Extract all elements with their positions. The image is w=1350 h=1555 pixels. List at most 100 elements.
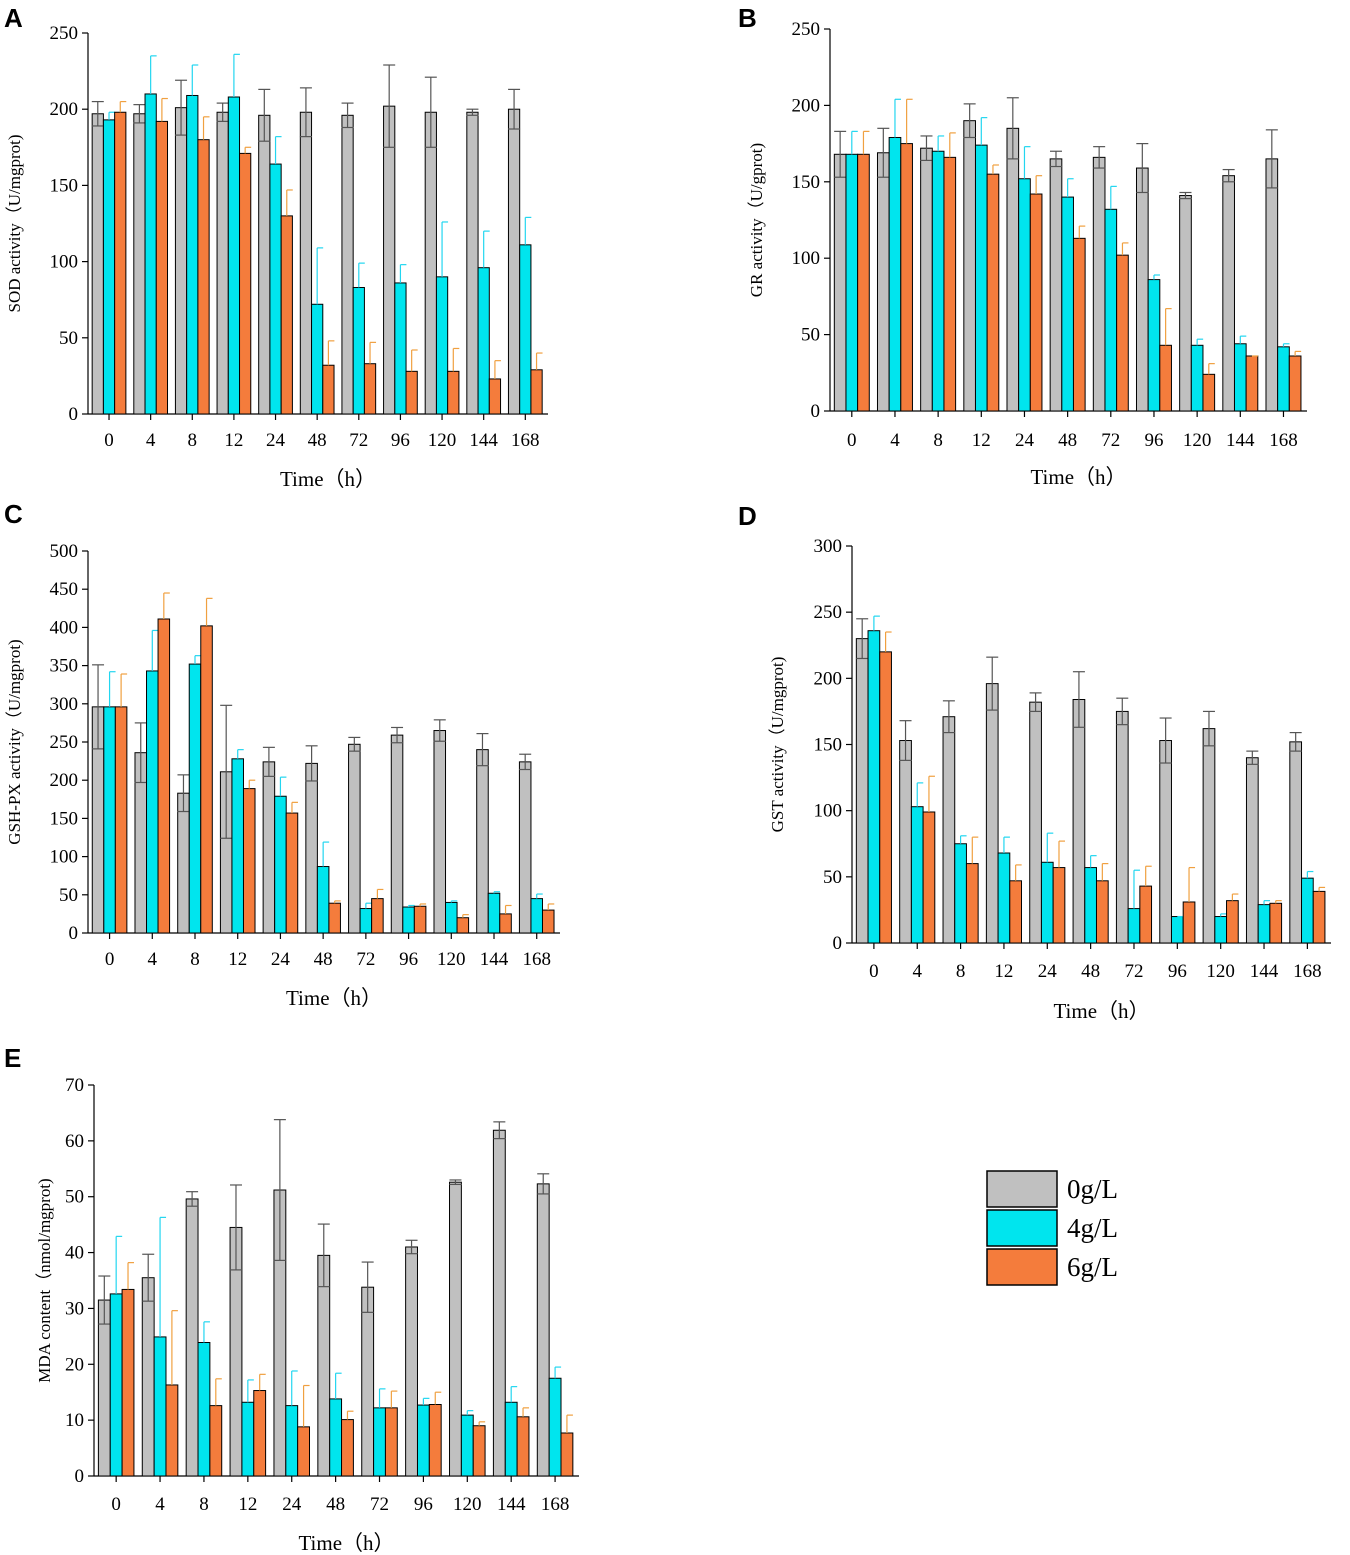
bar-4g-L-24h <box>285 1405 299 1477</box>
bar-0g-L-12h <box>985 683 999 944</box>
bar-6g-L-96h <box>413 905 427 934</box>
x-tick-label: 144 <box>497 1494 526 1515</box>
y-tick-label: 100 <box>792 248 821 269</box>
y-tick-label: 10 <box>65 1410 84 1431</box>
bar-4g-L-8h <box>186 94 199 415</box>
bar-6g-L-144h <box>1245 355 1259 412</box>
bar-0g-L-0h <box>833 153 847 412</box>
bar-0g-L-8h <box>185 1198 199 1477</box>
bar-6g-L-4h <box>155 120 169 415</box>
bar-0g-L-4h <box>899 740 912 944</box>
bar-6g-L-8h <box>965 863 979 944</box>
x-axis-label: Time（h） <box>1030 465 1126 489</box>
y-tick-label: 500 <box>50 541 79 562</box>
bar-6g-L-0h <box>879 651 892 944</box>
legend-label: 0g/L <box>1067 1174 1118 1204</box>
y-tick-label: 0 <box>75 1466 85 1487</box>
bar-6g-L-0h <box>114 706 128 934</box>
bar-6g-L-12h <box>239 152 252 415</box>
y-tick-label: 60 <box>65 1131 84 1152</box>
bar-6g-L-144h <box>516 1416 530 1477</box>
y-tick-label: 0 <box>69 404 79 425</box>
legend-label: 4g/L <box>1067 1213 1118 1243</box>
bar-4g-L-8h <box>197 1342 211 1477</box>
x-tick-label: 144 <box>480 949 509 970</box>
x-tick-label: 24 <box>282 1494 302 1515</box>
x-tick-label: 48 <box>314 949 333 970</box>
bar-0g-L-72h <box>361 1286 375 1477</box>
bar-0g-L-120h <box>424 111 437 415</box>
bar-0g-L-96h <box>390 734 404 934</box>
bar-4g-L-144h <box>504 1401 518 1477</box>
bar-0g-L-144h <box>492 1129 506 1477</box>
y-axis-label: GST activity（U/mgprot) <box>768 657 787 833</box>
x-tick-label: 8 <box>933 430 943 451</box>
y-tick-label: 50 <box>801 325 820 346</box>
y-tick-label: 50 <box>59 885 78 906</box>
bar-4g-L-24h <box>1040 861 1054 944</box>
x-tick-label: 168 <box>541 1494 570 1515</box>
bar-0g-L-168h <box>1265 158 1279 412</box>
bar-6g-L-120h <box>447 370 460 415</box>
bar-6g-L-24h <box>285 812 299 934</box>
bar-4g-L-144h <box>1257 904 1271 944</box>
x-tick-label: 24 <box>266 430 286 451</box>
x-tick-label: 24 <box>271 949 291 970</box>
y-tick-label: 400 <box>50 617 79 638</box>
bar-4g-L-144h <box>477 267 490 415</box>
bar-4g-L-120h <box>460 1414 474 1477</box>
x-tick-label: 72 <box>356 949 375 970</box>
y-tick-label: 300 <box>814 536 843 557</box>
bar-6g-L-72h <box>371 898 384 934</box>
y-tick-label: 50 <box>823 867 842 888</box>
x-axis-label: Time（h） <box>280 467 376 491</box>
y-tick-label: 20 <box>65 1354 84 1375</box>
bar-4g-L-120h <box>445 901 458 934</box>
x-tick-label: 96 <box>1144 430 1163 451</box>
x-tick-label: 4 <box>912 961 922 982</box>
x-tick-label: 72 <box>1101 430 1120 451</box>
bar-6g-L-12h <box>253 1390 267 1477</box>
x-tick-label: 12 <box>994 961 1013 982</box>
x-tick-label: 120 <box>1183 430 1212 451</box>
x-tick-label: 12 <box>972 430 991 451</box>
bar-6g-L-12h <box>1009 880 1022 944</box>
x-tick-label: 120 <box>1206 961 1235 982</box>
bar-0g-L-48h <box>299 111 313 415</box>
bar-0g-L-24h <box>258 114 271 415</box>
panel-letter: B <box>738 3 757 33</box>
x-tick-label: 48 <box>326 1494 345 1515</box>
bar-4g-L-4h <box>888 136 902 412</box>
bar-4g-L-4h <box>910 806 924 944</box>
bar-6g-L-168h <box>560 1432 574 1477</box>
bar-4g-L-4h <box>144 93 157 415</box>
bar-4g-L-72h <box>1104 208 1118 412</box>
bar-4g-L-48h <box>1061 196 1074 412</box>
bar-4g-L-12h <box>231 758 244 934</box>
x-tick-label: 72 <box>349 430 368 451</box>
bar-4g-L-96h <box>402 906 415 934</box>
y-tick-label: 450 <box>50 579 79 600</box>
bar-4g-L-12h <box>241 1401 255 1477</box>
legend: 0g/L 4g/L 6g/L <box>986 1170 1118 1286</box>
bar-6g-L-24h <box>297 1426 311 1477</box>
bar-6g-L-144h <box>488 378 502 415</box>
panel-letter: A <box>4 3 23 33</box>
x-tick-label: 96 <box>414 1494 433 1515</box>
bar-0g-L-168h <box>1289 741 1303 944</box>
bar-0g-L-48h <box>1072 699 1086 944</box>
x-tick-label: 0 <box>105 949 115 970</box>
bar-0g-L-168h <box>536 1183 550 1477</box>
bar-6g-L-8h <box>197 139 210 415</box>
bar-6g-L-168h <box>541 909 555 934</box>
bar-0g-L-24h <box>262 761 276 934</box>
bar-0g-L-0h <box>855 638 869 944</box>
bar-0g-L-48h <box>317 1254 331 1477</box>
x-tick-label: 24 <box>1038 961 1058 982</box>
bar-0g-L-120h <box>433 730 447 934</box>
y-tick-label: 150 <box>50 808 79 829</box>
